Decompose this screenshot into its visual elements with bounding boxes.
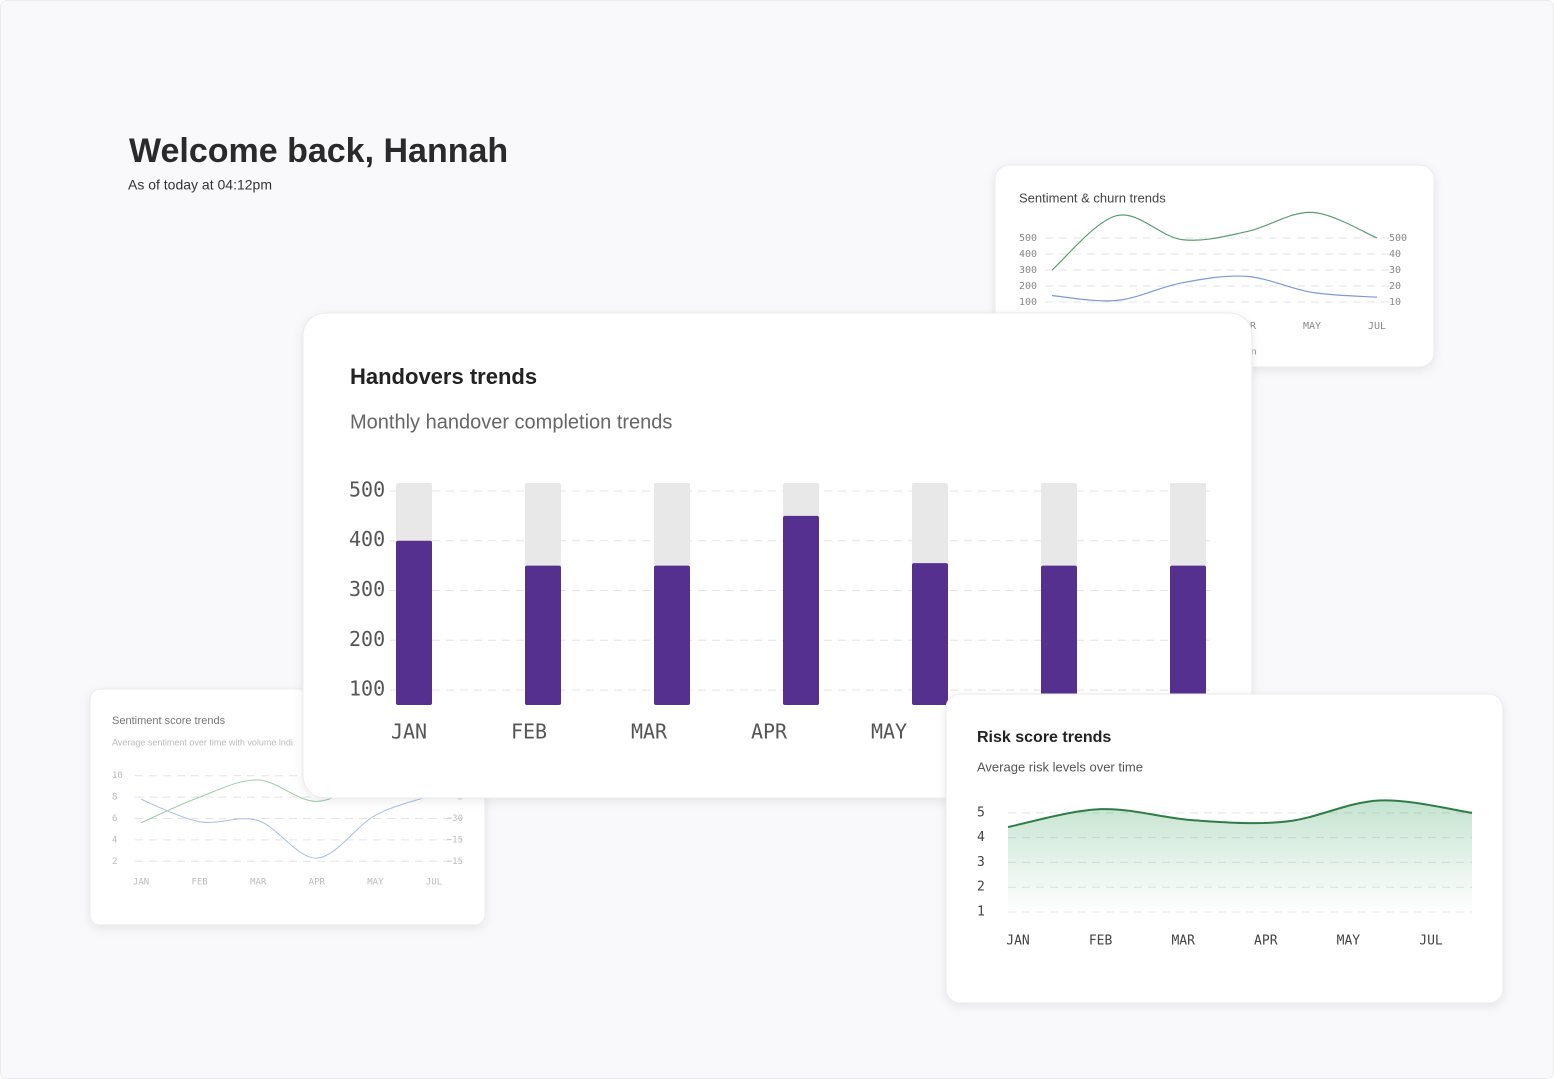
x-tick-label: MAR [1171, 934, 1195, 949]
y-tick-label: 200 [349, 627, 385, 651]
bar [525, 565, 561, 705]
chart-subtitle: Average sentiment over time with volume … [112, 737, 293, 747]
y2-tick-label: 40 [1389, 249, 1401, 260]
chart-subtitle: Monthly handover completion trends [350, 411, 672, 433]
y-tick-label: 300 [349, 577, 385, 601]
y-tick-label: 5 [977, 805, 985, 820]
y-tick-label: 300 [1019, 265, 1037, 276]
y2-tick-label: 10 [1389, 297, 1401, 308]
area-fill [1008, 800, 1472, 912]
y2-tick-label: −15 [447, 857, 463, 867]
y-tick-label: 10 [112, 771, 123, 781]
y-tick-label: 4 [112, 835, 117, 845]
bar [1041, 565, 1077, 705]
y2-tick-label: 30 [1389, 265, 1401, 276]
area-line [1007, 799, 1473, 828]
series-line [140, 794, 435, 859]
x-tick-label: FEB [511, 720, 547, 744]
x-tick-label: MAR [631, 720, 668, 744]
y-tick-label: 2 [112, 857, 117, 867]
welcome-subtitle: As of today at 04:12pm [128, 177, 272, 193]
x-tick-label: MAY [1337, 934, 1361, 949]
y-tick-label: 2 [977, 880, 985, 895]
y-tick-label: 400 [349, 527, 385, 551]
bar [654, 565, 690, 705]
x-tick-label: APR [309, 878, 326, 888]
bar [912, 563, 948, 705]
x-tick-label: MAY [871, 720, 907, 744]
welcome-title: Welcome back, Hannah [129, 132, 508, 170]
y-tick-label: 1 [977, 905, 985, 920]
x-tick-label: FEB [1089, 934, 1113, 949]
y-tick-label: 3 [977, 855, 985, 870]
chart-title: Sentiment score trends [112, 715, 226, 727]
chart-title: Sentiment & churn trends [1019, 190, 1166, 205]
bar [783, 515, 819, 705]
chart-title: Risk score trends [977, 729, 1111, 746]
y-tick-label: 100 [1019, 297, 1037, 308]
x-tick-label: JUL [426, 878, 442, 888]
x-tick-label: JAN [1006, 934, 1029, 949]
y2-tick-label: −30 [447, 814, 463, 824]
series-line [1051, 275, 1378, 302]
y-tick-label: 4 [977, 830, 985, 845]
bar [1170, 565, 1206, 705]
bar [396, 540, 432, 705]
x-tick-label: APR [1254, 934, 1278, 949]
y-tick-label: 200 [1019, 281, 1037, 292]
chart-card: Risk score trends Average risk levels ove… [945, 693, 1504, 1004]
y-tick-label: 400 [1019, 249, 1037, 260]
chart-card: Handovers trends Monthly handover complet… [302, 312, 1253, 799]
chart-subtitle: Average risk levels over time [977, 759, 1143, 774]
chart-title: Handovers trends [350, 364, 537, 389]
x-tick-label: JAN [391, 720, 427, 744]
y-tick-label: 8 [112, 793, 117, 803]
x-tick-label: MAY [367, 878, 384, 888]
x-tick-label: JUL [1419, 934, 1443, 949]
x-tick-label: MAY [1303, 321, 1321, 332]
y2-tick-label: 20 [1389, 281, 1401, 292]
y-tick-label: 6 [112, 814, 117, 824]
x-tick-label: APR [751, 720, 788, 744]
x-tick-label: FEB [191, 878, 207, 888]
series-line [1051, 211, 1378, 271]
y2-tick-label: 500 [1389, 233, 1407, 244]
y-tick-label: 500 [1019, 233, 1037, 244]
y2-tick-label: −15 [447, 835, 463, 845]
x-tick-label: MAR [250, 878, 267, 888]
x-tick-label: JAN [133, 878, 149, 888]
y-tick-label: 100 [349, 677, 385, 701]
x-tick-label: JUL [1368, 321, 1386, 332]
y-tick-label: 500 [349, 477, 385, 501]
